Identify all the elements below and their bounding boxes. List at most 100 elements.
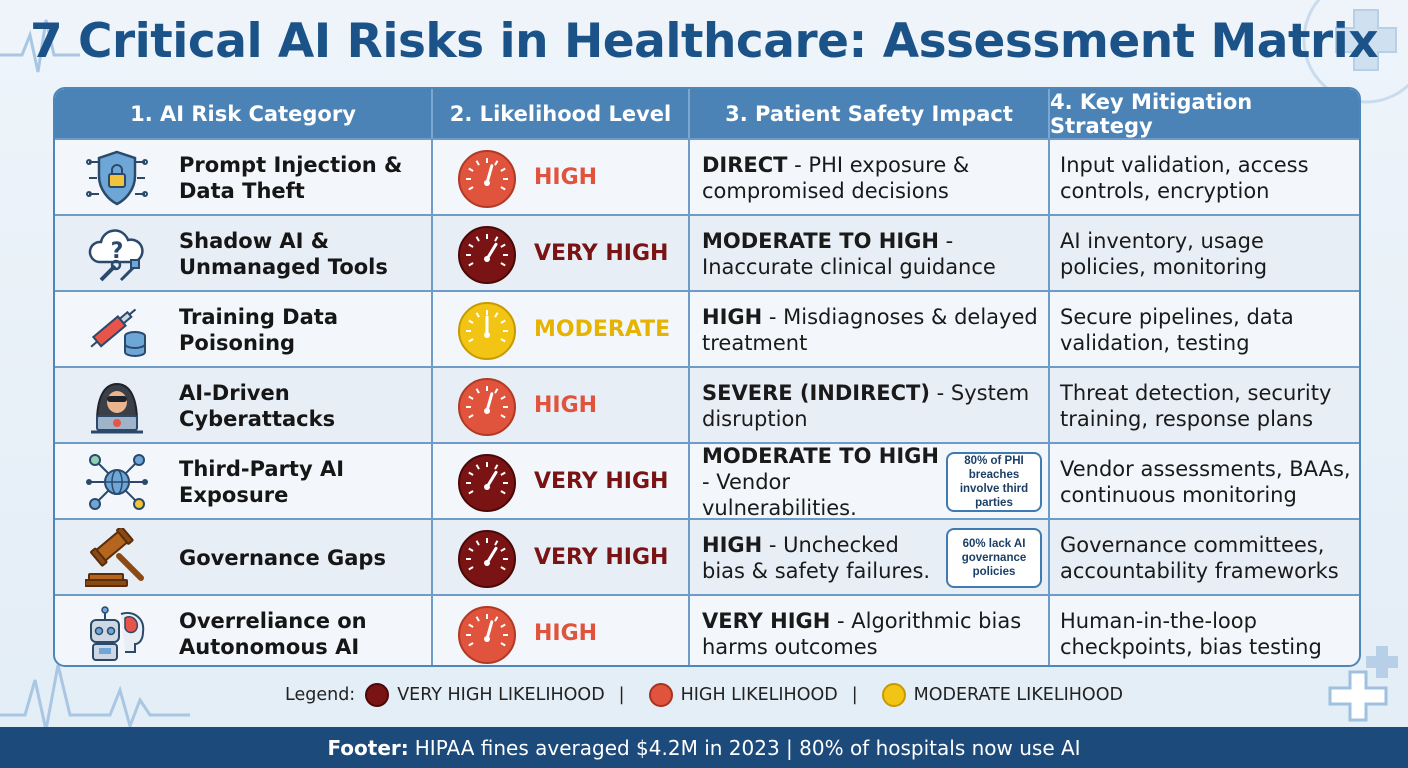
impact-cell: DIRECT - PHI exposure & compromised deci…: [690, 140, 1050, 215]
impact-text: MODERATE TO HIGH - Vendor vulnerabilitie…: [702, 443, 1042, 520]
gauge-moderate-icon: [457, 301, 517, 361]
likelihood-level: HIGH: [534, 165, 598, 190]
impact-detail: - Vendor vulnerabilities.: [702, 469, 857, 520]
column-header-impact: 3. Patient Safety Impact: [690, 89, 1050, 138]
impact-cell: HIGH - Misdiagnoses & delayed treatment: [690, 292, 1050, 367]
impact-cell: MODERATE TO HIGH - Vendor vulnerabilitie…: [690, 443, 1050, 520]
risk-name: Training Data Poisoning: [179, 292, 419, 367]
gauge-high-icon: [457, 149, 517, 209]
mitigation-cell: Secure pipelines, data validation, testi…: [1050, 292, 1359, 367]
legend-swatch-high: [648, 683, 673, 707]
impact-severity: MODERATE TO HIGH: [702, 228, 939, 253]
risk-matrix-table: 1. AI Risk Category 2. Likelihood Level …: [53, 87, 1361, 667]
risk-name-line: Overreliance on: [179, 608, 367, 633]
risk-category-cell: Prompt Injection & Data Theft: [55, 140, 433, 215]
likelihood-cell: VERY HIGH: [433, 216, 690, 291]
robot-brain-icon: [85, 604, 149, 664]
risk-name-line: Exposure: [179, 482, 289, 507]
legend-swatch-very-high: [365, 683, 390, 707]
likelihood-cell: MODERATE: [433, 292, 690, 367]
gauge-high-icon: [457, 377, 517, 437]
table-row: AI-Driven Cyberattacks HIGH SEVERE (INDIR…: [55, 366, 1359, 443]
legend-item: VERY HIGH LIKELIHOOD: [397, 685, 605, 705]
risk-name-line: Governance Gaps: [179, 545, 386, 570]
impact-cell: HIGH - Unchecked bias & safety failures.…: [690, 520, 1050, 595]
impact-severity: HIGH: [702, 304, 763, 329]
legend-separator: |: [618, 685, 625, 705]
legend-label: Legend:: [285, 685, 356, 705]
risk-name-line: Autonomous AI: [179, 634, 360, 659]
mitigation-cell: Threat detection, security training, res…: [1050, 368, 1359, 443]
risk-name-line: Cyberattacks: [179, 406, 336, 431]
impact-severity: DIRECT: [702, 152, 788, 177]
mitigation-cell: Human-in-the-loop checkpoints, bias test…: [1050, 596, 1359, 665]
impact-text: VERY HIGH - Algorithmic bias harms outco…: [702, 596, 1042, 665]
legend: Legend: VERY HIGH LIKELIHOOD | HIGH LIKE…: [0, 682, 1408, 708]
likelihood-level: VERY HIGH: [534, 545, 669, 570]
impact-cell: MODERATE TO HIGH - Inaccurate clinical g…: [690, 216, 1050, 291]
impact-severity: MODERATE TO HIGH: [702, 443, 939, 468]
likelihood-level: HIGH: [534, 393, 598, 418]
column-header-mitigation: 4. Key Mitigation Strategy: [1050, 89, 1253, 138]
medical-cross-icon: [1302, 0, 1408, 104]
risk-category-cell: Training Data Poisoning: [55, 292, 433, 367]
mitigation-text: Input validation, access controls, encry…: [1060, 152, 1309, 203]
risk-name-line: Third-Party AI: [179, 456, 345, 481]
gauge-very-high-icon: [457, 453, 517, 513]
legend-swatch-moderate: [881, 683, 906, 707]
impact-text: HIGH - Misdiagnoses & delayed treatment: [702, 292, 1042, 367]
hacker-laptop-icon: [85, 376, 149, 436]
legend-item: HIGH LIKELIHOOD: [680, 685, 838, 705]
likelihood-level: HIGH: [534, 621, 598, 646]
risk-name-line: Prompt Injection &: [179, 152, 403, 177]
table-row: ? Shadow AI & Unmanaged Tools VERY HIGH M…: [55, 214, 1359, 291]
impact-text: DIRECT - PHI exposure & compromised deci…: [702, 140, 1042, 215]
likelihood-cell: HIGH: [433, 140, 690, 215]
mitigation-text: Vendor assessments, BAAs, continuous mon…: [1060, 456, 1351, 507]
stat-callout: 80% of PHI breaches involve third partie…: [946, 452, 1042, 512]
likelihood-cell: HIGH: [433, 368, 690, 443]
risk-name-line: Unmanaged Tools: [179, 254, 388, 279]
risk-category-cell: ? Shadow AI & Unmanaged Tools: [55, 216, 433, 291]
footer-text: HIPAA fines averaged $4.2M in 2023 | 80%…: [414, 735, 1081, 760]
mitigation-cell: AI inventory, usage policies, monitoring: [1050, 216, 1359, 291]
likelihood-cell: HIGH: [433, 596, 690, 665]
impact-detail: - Unchecked bias & safety failures.: [702, 532, 931, 583]
gavel-icon: [84, 525, 149, 588]
risk-name-line: Poisoning: [179, 330, 296, 355]
table-row: Third-Party AI Exposure VERY HIGH MODERAT…: [55, 442, 1359, 520]
risk-name-line: Shadow AI &: [179, 228, 330, 253]
mitigation-text: Secure pipelines, data validation, testi…: [1060, 304, 1294, 355]
table-header: 1. AI Risk Category 2. Likelihood Level …: [55, 89, 1359, 138]
risk-category-cell: Overreliance on Autonomous AI: [55, 596, 433, 665]
likelihood-level: VERY HIGH: [534, 469, 669, 494]
table-row: Prompt Injection & Data Theft HIGH DIRECT…: [55, 138, 1359, 215]
syringe-database-icon: [85, 300, 149, 360]
risk-name: Overreliance on Autonomous AI: [179, 596, 419, 665]
impact-text: MODERATE TO HIGH - Inaccurate clinical g…: [702, 216, 1042, 291]
impact-detail: - System disruption: [702, 380, 1030, 431]
impact-cell: VERY HIGH - Algorithmic bias harms outco…: [690, 596, 1050, 665]
likelihood-level: VERY HIGH: [534, 241, 669, 266]
impact-detail: - Inaccurate clinical guidance: [702, 228, 996, 279]
risk-category-cell: AI-Driven Cyberattacks: [55, 368, 433, 443]
table-row: Governance Gaps VERY HIGH HIGH - Uncheck…: [55, 518, 1359, 595]
likelihood-cell: VERY HIGH: [433, 444, 690, 519]
impact-text: SEVERE (INDIRECT) - System disruption: [702, 368, 1042, 443]
likelihood-cell: VERY HIGH: [433, 520, 690, 595]
gauge-very-high-icon: [457, 225, 517, 285]
gauge-very-high-icon: [457, 529, 517, 589]
impact-severity: VERY HIGH: [702, 608, 831, 633]
mitigation-text: Human-in-the-loop checkpoints, bias test…: [1060, 608, 1322, 659]
risk-name-line: Training Data: [179, 304, 338, 329]
gauge-high-icon: [457, 605, 517, 665]
risk-name-line: AI-Driven: [179, 380, 290, 405]
mitigation-text: AI inventory, usage policies, monitoring: [1060, 228, 1268, 279]
table-row: Overreliance on Autonomous AI HIGH VERY H…: [55, 594, 1359, 665]
mitigation-text: Threat detection, security training, res…: [1060, 380, 1332, 431]
heartbeat-line-icon: [0, 19, 80, 73]
svg-text:?: ?: [111, 239, 124, 264]
legend-item: MODERATE LIKELIHOOD: [913, 685, 1123, 705]
impact-text: HIGH - Unchecked bias & safety failures.: [702, 520, 1042, 595]
shield-lock-icon: [85, 148, 149, 208]
